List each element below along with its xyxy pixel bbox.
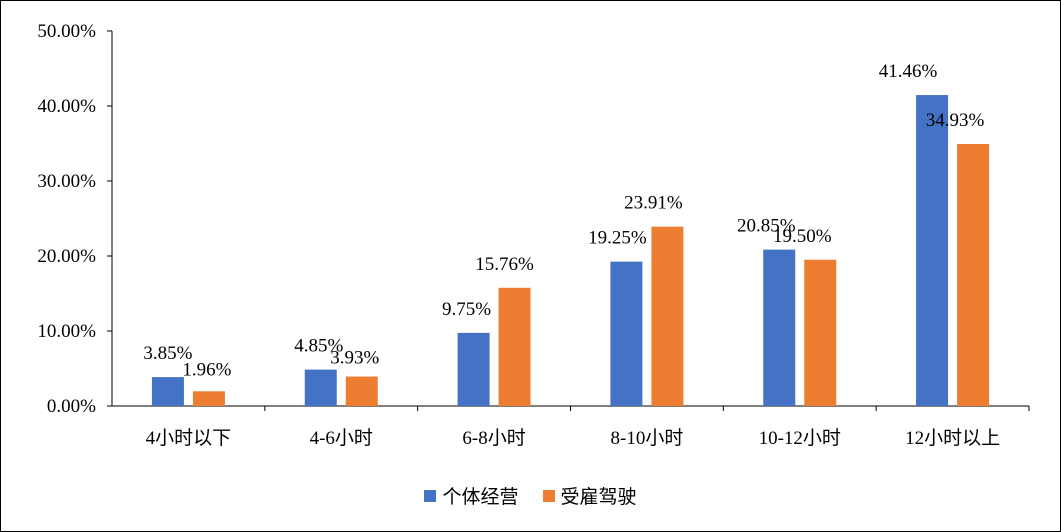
x-tick-label: 4小时以下	[146, 427, 232, 449]
y-tick-label: 20.00%	[37, 246, 96, 267]
bar-1	[763, 249, 796, 406]
x-tick-label: 12小时以上	[905, 427, 1000, 449]
bar-1	[916, 95, 949, 407]
bar-1	[457, 332, 490, 406]
x-tick-label: 10-12小时	[759, 427, 841, 449]
legend-label-series-1: 个体经营	[442, 487, 519, 508]
legend-item-series-2: 受雇驾驶	[542, 482, 637, 509]
data-label: 23.91%	[624, 193, 683, 214]
data-label: 19.25%	[588, 228, 647, 249]
y-tick-label: 0.00%	[47, 396, 96, 417]
bar-1	[151, 377, 184, 406]
bar-1	[610, 261, 643, 406]
y-tick-label: 40.00%	[37, 96, 96, 117]
x-tick-label: 4-6小时	[310, 427, 373, 449]
data-label: 1.96%	[182, 359, 231, 380]
data-label: 19.50%	[773, 226, 832, 247]
legend-swatch-series-1	[424, 489, 437, 502]
x-tick-label: 8-10小时	[611, 427, 684, 449]
data-label: 3.93%	[330, 348, 379, 369]
legend-item-series-1: 个体经营	[424, 482, 519, 509]
bar-2	[804, 259, 837, 406]
y-tick-label: 50.00%	[37, 21, 96, 42]
bar-2	[651, 226, 684, 406]
bar-1	[304, 369, 337, 406]
data-label: 34.93%	[926, 110, 985, 131]
legend: 个体经营 受雇驾驶	[0, 482, 1061, 509]
data-label: 41.46%	[879, 61, 938, 82]
legend-swatch-series-2	[542, 489, 555, 502]
data-label: 4.85%	[294, 336, 343, 357]
legend-label-series-2: 受雇驾驶	[560, 487, 637, 508]
x-tick-label: 6-8小时	[462, 427, 525, 449]
y-tick-label: 10.00%	[37, 321, 96, 342]
bar-2	[192, 391, 225, 406]
data-label: 20.85%	[737, 216, 796, 237]
data-label: 15.76%	[475, 254, 534, 275]
data-label: 9.75%	[442, 299, 491, 320]
bar-2	[345, 376, 378, 406]
bar-2	[498, 287, 531, 406]
y-tick-label: 30.00%	[37, 171, 96, 192]
bar-2	[957, 144, 990, 406]
data-label: 3.85%	[143, 343, 192, 364]
